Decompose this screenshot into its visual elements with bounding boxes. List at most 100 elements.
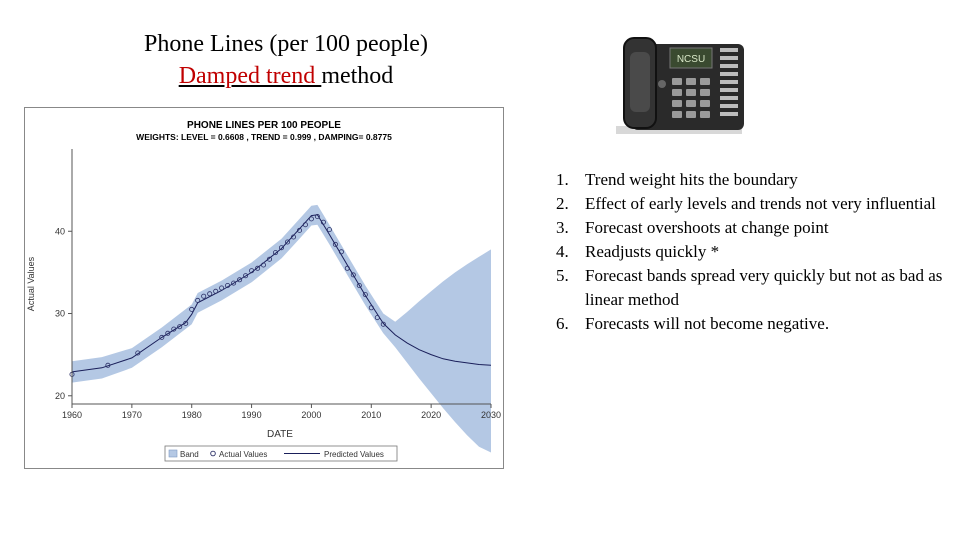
actual-points-layer: [69, 214, 386, 377]
chart-legend: Band Actual Values Predicted Values: [164, 445, 398, 462]
observation-item: 5. Forecast bands spread very quickly but…: [556, 264, 956, 312]
observation-item: 4. Readjusts quickly *: [556, 240, 956, 264]
x-tick-label: 1990: [242, 410, 262, 420]
actual-value-point: [135, 350, 141, 356]
phone-line-buttons: [720, 48, 738, 116]
actual-value-point: [105, 362, 111, 368]
x-tick-label: 2000: [301, 410, 321, 420]
chart-subtitle: WEIGHTS: LEVEL = 0.6608 , TREND = 0.999 …: [136, 132, 392, 142]
actual-value-point: [183, 320, 189, 326]
actual-value-point: [171, 326, 177, 332]
legend-band-swatch: [168, 449, 178, 458]
actual-value-point: [302, 222, 308, 228]
actual-value-point: [320, 219, 326, 225]
actual-value-point: [165, 330, 171, 336]
actual-value-point: [225, 282, 231, 288]
actual-value-point: [260, 262, 266, 268]
item-number: 2.: [556, 194, 569, 213]
legend-actual-label: Actual Values: [219, 450, 267, 459]
title-method-text: method: [321, 63, 394, 89]
phone-base: [632, 44, 744, 130]
item-text: Forecast bands spread very quickly but n…: [585, 266, 943, 309]
chart-frame: [24, 107, 504, 469]
x-tick-label: 1980: [182, 410, 202, 420]
legend-predicted-label: Predicted Values: [324, 450, 384, 459]
actual-value-point: [332, 241, 338, 247]
actual-value-point: [338, 249, 344, 255]
actual-value-point: [213, 288, 219, 294]
actual-value-point: [296, 227, 302, 233]
x-tick-label: 2020: [421, 410, 441, 420]
actual-value-point: [159, 334, 165, 340]
item-text: Trend weight hits the boundary: [585, 170, 798, 189]
observation-item: 2. Effect of early levels and trends not …: [556, 192, 956, 216]
forecast-band-layer: [72, 204, 491, 453]
item-text: Forecasts will not become negative.: [585, 314, 830, 333]
phone-screen-text: NCSU: [677, 54, 705, 65]
item-number: 6.: [556, 314, 569, 333]
actual-value-point: [207, 291, 213, 297]
actual-value-point: [284, 239, 290, 245]
actual-value-point: [231, 280, 237, 286]
item-number: 3.: [556, 218, 569, 237]
x-tick-label: 2030: [481, 410, 501, 420]
y-tick-label: 40: [55, 226, 65, 236]
actual-value-point: [195, 297, 201, 303]
item-number: 5.: [556, 266, 569, 285]
y-tick-label: 20: [55, 391, 65, 401]
actual-value-point: [374, 315, 380, 321]
observations-list: 1. Trend weight hits the boundary 2. Effec…: [556, 168, 956, 336]
actual-value-point: [219, 285, 225, 291]
item-text: Effect of early levels and trends not ve…: [585, 194, 936, 213]
actual-value-point: [249, 268, 255, 274]
x-tick-label: 1970: [122, 410, 142, 420]
actual-value-point: [255, 265, 261, 271]
item-text: Forecast overshoots at change point: [585, 218, 829, 237]
actual-value-point: [201, 293, 207, 299]
actual-value-point: [368, 305, 374, 311]
item-text: Readjusts quickly *: [585, 242, 720, 261]
item-number: 4.: [556, 242, 569, 261]
y-tick-label: 30: [55, 309, 65, 319]
x-axis-label: DATE: [267, 429, 293, 440]
legend-actual-marker: [210, 450, 216, 457]
nav-button: [658, 80, 666, 88]
phone-keypad: [672, 78, 710, 118]
actual-value-point: [308, 216, 314, 222]
legend-band-label: Band: [180, 450, 199, 459]
phone-lines-chart: PHONE LINES PER 100 PEOPLE WEIGHTS: LEVE…: [24, 107, 504, 469]
title-line-1: Phone Lines (per 100 people): [144, 31, 428, 57]
title-line-2: Damped trend method: [96, 60, 476, 92]
damped-trend-link[interactable]: Damped trend: [178, 63, 322, 89]
actual-value-point: [350, 272, 356, 278]
desk-phone-icon: NCSU: [616, 37, 744, 134]
chart-title: PHONE LINES PER 100 PEOPLE: [187, 120, 341, 131]
item-number: 1.: [556, 170, 569, 189]
x-tick-label: 2010: [361, 410, 381, 420]
y-axis-label: Actual Values: [26, 256, 36, 311]
forecast-band: [72, 204, 491, 453]
actual-value-point: [314, 214, 320, 220]
observation-item: 6. Forecasts will not become negative.: [556, 312, 956, 336]
actual-value-point: [290, 234, 296, 240]
actual-value-point: [189, 306, 195, 312]
actual-value-point: [344, 265, 350, 271]
actual-value-point: [266, 256, 272, 262]
actual-value-point: [272, 250, 278, 256]
actual-value-point: [177, 324, 183, 330]
actual-value-point: [237, 277, 243, 283]
actual-value-point: [362, 292, 368, 298]
actual-value-point: [380, 321, 386, 327]
x-tick-label: 1960: [62, 410, 82, 420]
actual-value-point: [326, 227, 332, 233]
observation-item: 1. Trend weight hits the boundary: [556, 168, 956, 192]
phone-screen: [669, 47, 713, 69]
actual-value-point: [356, 282, 362, 288]
legend-frame: [164, 445, 398, 462]
slide-title: Phone Lines (per 100 people) Damped tren…: [96, 28, 476, 92]
observation-item: 3. Forecast overshoots at change point: [556, 216, 956, 240]
actual-value-point: [243, 273, 249, 279]
actual-value-point: [278, 245, 284, 251]
handset-grip: [630, 52, 650, 112]
